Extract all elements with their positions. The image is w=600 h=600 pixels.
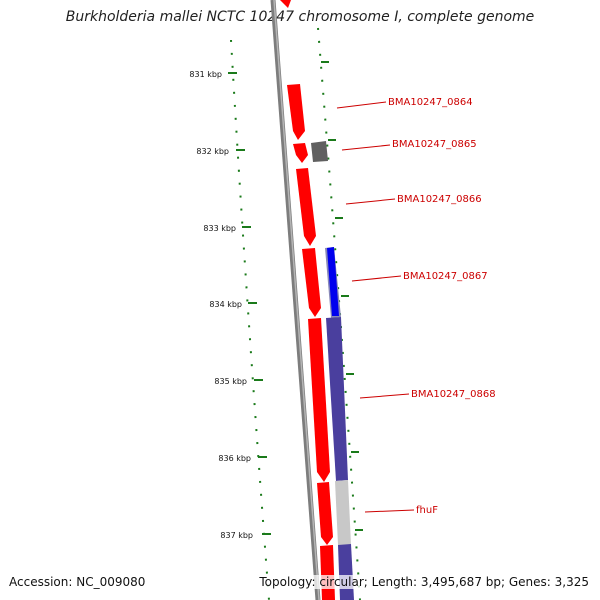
tick-label: 832 kbp	[196, 147, 229, 156]
gene-label-0867[interactable]: BMA10247_0867	[403, 271, 488, 282]
gene-label-0868[interactable]: BMA10247_0868	[411, 389, 496, 400]
gene-arrow-0866[interactable]	[296, 168, 316, 246]
tick-labels: 831 kbp 832 kbp 833 kbp 834 kbp 835 kbp …	[189, 70, 253, 540]
gene-arrow-partial[interactable]	[280, 0, 291, 8]
gene-arrow-forward[interactable]	[320, 545, 335, 600]
feature-block-0865[interactable]	[311, 141, 328, 162]
gene-arrow-0868[interactable]	[326, 317, 348, 481]
gene-region-fhuF[interactable]	[335, 480, 351, 545]
gene-arrow-0864[interactable]	[287, 84, 305, 140]
tick-ring-left	[230, 39, 270, 600]
tick-label: 835 kbp	[214, 377, 247, 386]
forward-strand-track	[280, 0, 335, 600]
gene-label-fhuF[interactable]: fhuF	[416, 505, 438, 516]
tick-label: 834 kbp	[209, 300, 242, 309]
gene-label-0865[interactable]: BMA10247_0865	[392, 139, 477, 150]
chromosome-backbone-highlight	[273, 0, 320, 600]
map-title: Burkholderia mallei NCTC 10247 chromosom…	[65, 9, 535, 25]
tick-label: 836 kbp	[218, 454, 251, 463]
gene-arrow-forward[interactable]	[317, 482, 333, 545]
genome-summary-text: Topology: circular; Length: 3,495,687 bp…	[259, 575, 589, 589]
label-leaders	[336, 101, 415, 513]
gene-arrow-0867-core[interactable]	[327, 247, 339, 316]
tick-label: 831 kbp	[189, 70, 222, 79]
gene-arrow-forward[interactable]	[302, 248, 321, 317]
major-ticks	[228, 61, 363, 535]
gene-arrow-fhuF[interactable]	[338, 544, 354, 600]
accession-text: Accession: NC_009080	[9, 575, 146, 589]
gene-label-0866[interactable]: BMA10247_0866	[397, 194, 482, 205]
tick-label: 833 kbp	[203, 224, 236, 233]
gene-arrow-forward[interactable]	[308, 318, 330, 482]
gene-labels: BMA10247_0864 BMA10247_0865 BMA10247_086…	[388, 97, 496, 516]
gene-label-0864[interactable]: BMA10247_0864	[388, 97, 473, 108]
gene-arrow-0865[interactable]	[293, 143, 308, 163]
tick-label: 837 kbp	[220, 531, 253, 540]
